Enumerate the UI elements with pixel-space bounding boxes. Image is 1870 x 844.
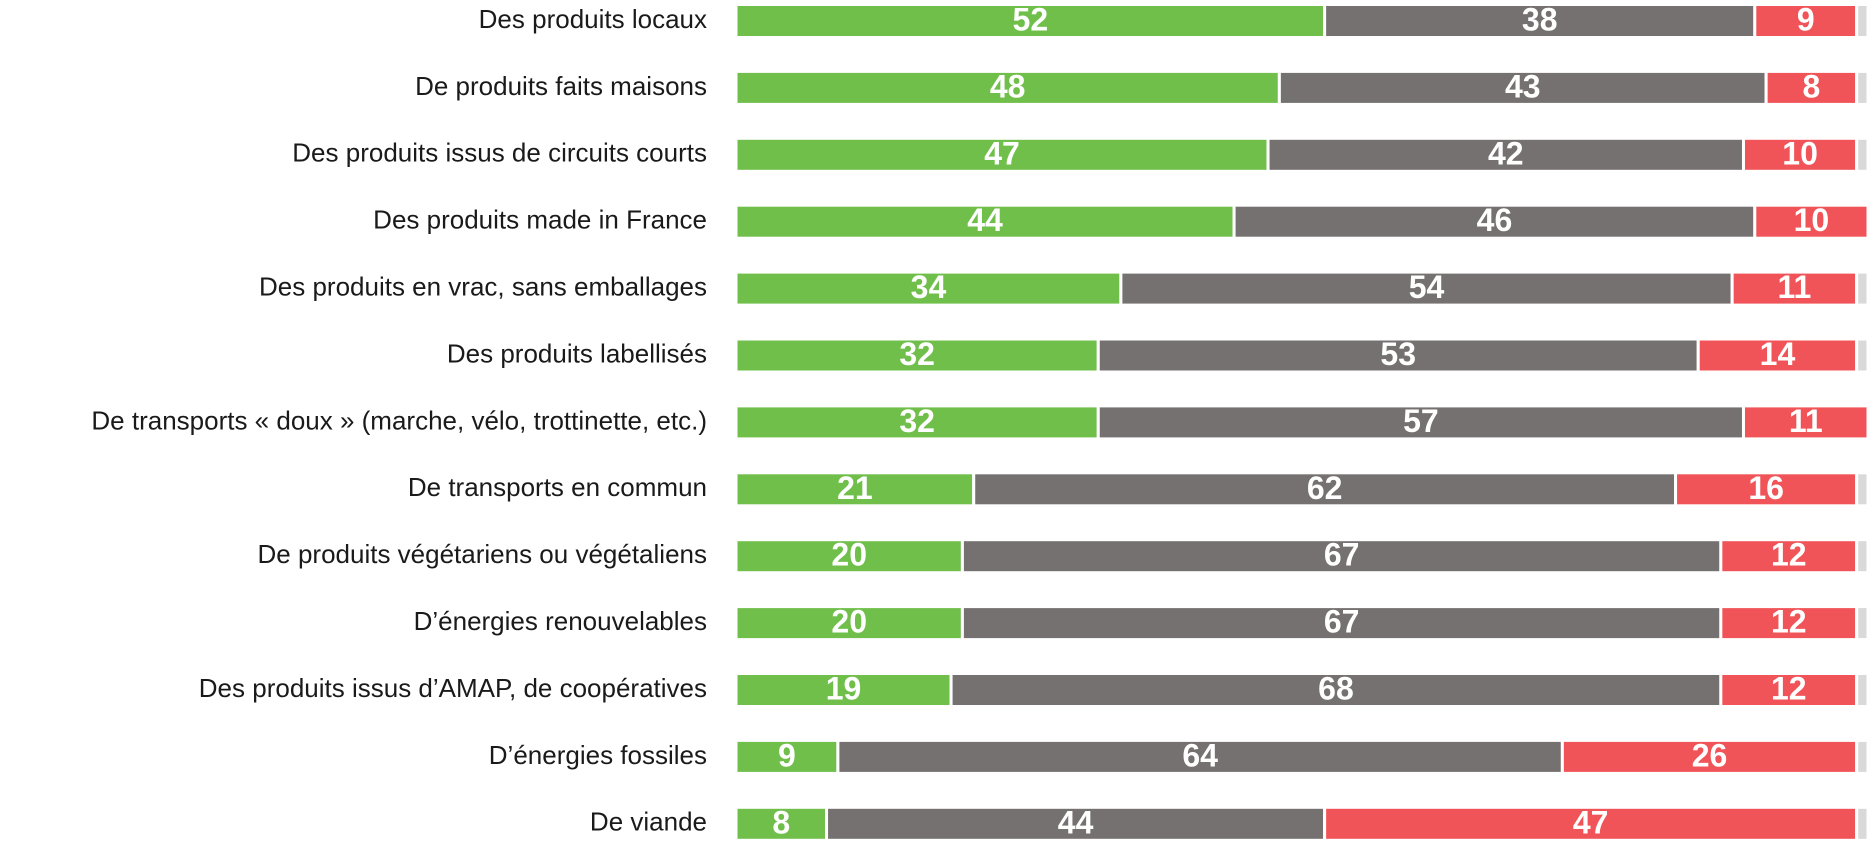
bar-segment [1855,136,1870,173]
category-label: De transports en commun [408,472,707,502]
bar-segment [1855,672,1870,708]
value-label: 34 [911,269,947,305]
bar-segment [734,605,964,642]
bar-segment [960,605,1723,642]
value-label: 48 [990,68,1026,104]
bar-segment [734,136,1270,173]
bar-segment [836,738,1564,775]
bar-segment [972,471,1678,508]
bar-segment [1855,69,1870,106]
category-label: Des produits issus d’AMAP, de coopérativ… [199,673,707,703]
value-label: 11 [1789,403,1823,439]
value-label: 11 [1778,269,1812,305]
value-label: 62 [1307,470,1343,506]
bar-segment [1560,738,1859,775]
value-label: 12 [1771,537,1807,573]
value-label: 19 [826,670,862,706]
bar-segment [734,404,1100,441]
bar-segment [1753,203,1870,240]
bar-segment [1096,337,1700,374]
value-label: 43 [1505,68,1541,104]
bar-segment [1855,605,1870,642]
bar-segment [1323,3,1757,39]
bar-segment [1855,738,1870,775]
bar-segment [734,538,964,575]
value-label: 32 [899,403,935,439]
value-label: 42 [1488,135,1524,171]
value-label: 12 [1771,604,1807,640]
value-label: 9 [778,737,796,773]
category-label: Des produits made in France [373,205,707,235]
category-label: Des produits labellisés [447,338,707,368]
bar-segment [734,203,1236,240]
value-label: 12 [1771,670,1807,706]
value-label: 52 [1013,1,1049,37]
bar-segment [1753,3,1859,39]
bar-segment [1277,69,1768,106]
value-label: 10 [1794,202,1830,238]
value-label: 38 [1522,1,1558,37]
value-label: 21 [837,470,873,506]
bar-segment [1096,404,1745,441]
value-label: 57 [1403,403,1439,439]
bar-segment [1741,136,1859,173]
category-label: De produits faits maisons [415,71,707,101]
bar-segment [1719,538,1859,575]
value-label: 26 [1692,737,1728,773]
category-label: De transports « doux » (marche, vélo, tr… [91,405,707,435]
bar-segment [1741,404,1870,441]
value-label: 53 [1380,336,1416,372]
value-label: 8 [1803,68,1821,104]
value-label: 44 [1058,804,1094,840]
value-label: 67 [1324,537,1360,573]
category-label: De produits végétariens ou végétaliens [257,539,707,569]
value-label: 64 [1182,737,1218,773]
category-label: De viande [590,807,707,837]
bar-segment [734,738,840,775]
value-label: 9 [1797,1,1815,37]
bar-segment [734,3,1327,39]
value-label: 54 [1409,269,1445,305]
bar-segment [1266,136,1745,173]
bar-segment [1855,471,1870,508]
category-label: D’énergies renouvelables [414,606,707,636]
bar-segment [1855,538,1870,575]
bar-segment [1855,805,1870,842]
bar-segment [1119,270,1734,307]
bar-segment [734,805,829,842]
value-label: 32 [899,336,935,372]
value-label: 20 [831,537,867,573]
bar-segment [1855,3,1870,39]
bar-segment [1855,337,1870,374]
value-label: 68 [1318,670,1354,706]
category-label: Des produits locaux [479,4,707,34]
value-label: 8 [772,804,790,840]
bar-segment [1855,270,1870,307]
bar-segment [734,672,953,708]
category-label: Des produits en vrac, sans emballages [259,271,707,301]
bar-segment [734,270,1123,307]
value-label: 14 [1760,336,1796,372]
value-label: 16 [1748,470,1784,506]
value-label: 47 [1573,804,1609,840]
value-label: 10 [1782,135,1818,171]
value-label: 44 [967,202,1003,238]
category-label: D’énergies fossiles [489,740,707,770]
value-label: 20 [831,604,867,640]
bar-segment [825,805,1327,842]
bar-segment [734,337,1100,374]
value-label: 47 [984,135,1020,171]
category-label: Des produits issus de circuits courts [292,138,707,168]
value-label: 46 [1477,202,1513,238]
value-label: 67 [1324,604,1360,640]
